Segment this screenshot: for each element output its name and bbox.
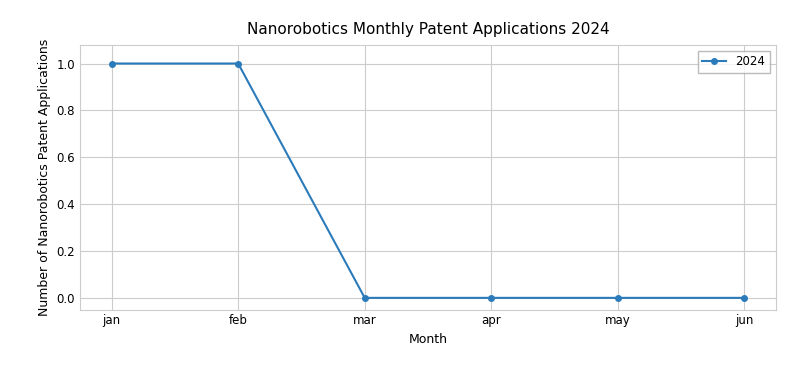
2024 (360, 296, 370, 300)
2024 (739, 296, 749, 300)
Title: Nanorobotics Monthly Patent Applications 2024: Nanorobotics Monthly Patent Applications… (246, 22, 610, 37)
Y-axis label: Number of Nanorobotics Patent Applications: Number of Nanorobotics Patent Applicatio… (38, 38, 51, 316)
2024 (486, 296, 496, 300)
Line: 2024: 2024 (109, 61, 747, 301)
Legend: 2024: 2024 (698, 51, 770, 73)
2024 (234, 61, 243, 66)
2024 (107, 61, 117, 66)
X-axis label: Month: Month (409, 333, 447, 346)
2024 (613, 296, 622, 300)
